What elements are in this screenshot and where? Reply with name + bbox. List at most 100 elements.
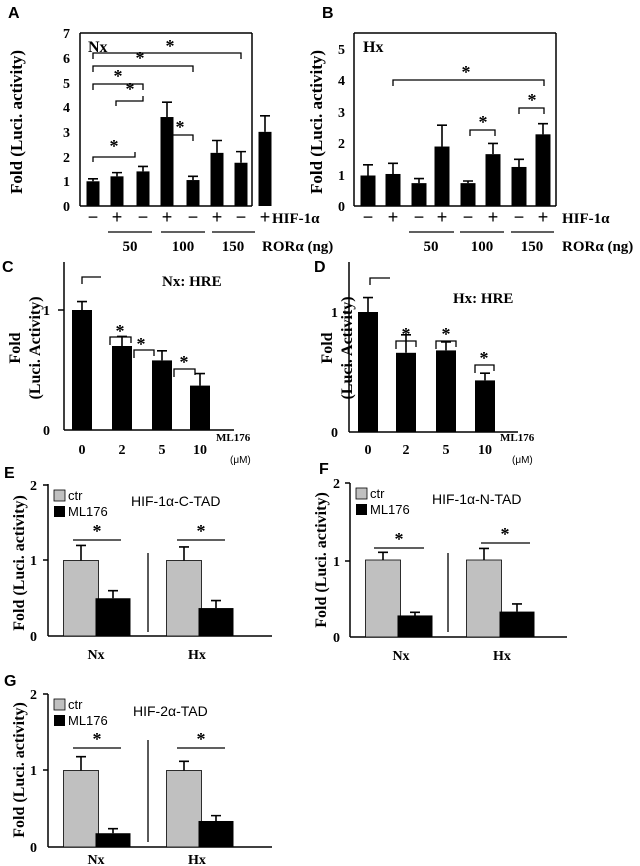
ytick-d-0: 0 — [331, 426, 338, 441]
panel-label-c: C — [2, 259, 14, 276]
bar-e-hx-ctr-error — [179, 546, 189, 561]
hif-sign-b-5: + — [488, 207, 499, 227]
bar-g-hx-ctr-error — [179, 760, 189, 771]
bar-b-0 — [360, 175, 376, 206]
panel-a: A Fold (Luci. activity) Nx 0 1 2 3 4 5 6… — [7, 5, 333, 255]
significance-a: * * * * * * — [92, 36, 242, 162]
sig-bracket-a-4 — [92, 65, 194, 72]
hif-sign-a-4: − — [188, 207, 199, 227]
ror-group-b-100: 100 — [471, 239, 494, 255]
xlabel-c: ML176 — [216, 432, 251, 444]
bar-b-2-error — [414, 177, 424, 184]
panel-label-d: D — [314, 259, 326, 276]
ytick-e-0: 0 — [30, 630, 37, 645]
legend-e: ctr ML176 — [53, 488, 108, 519]
bars-a — [86, 101, 272, 206]
ref-bracket-c — [81, 276, 101, 284]
legend-g: ctr ML176 — [53, 697, 108, 728]
xunit-d: (μM) — [512, 455, 533, 466]
xtick-c-3: 10 — [193, 443, 207, 458]
ytick-g-0: 0 — [30, 841, 37, 856]
ytick-a-7: 7 — [63, 27, 70, 42]
ylabel-f: Fold (Luci. activity) — [313, 492, 330, 628]
panel-label-g: G — [4, 673, 16, 690]
bars-g — [63, 755, 234, 848]
sig-star-b-3: * — [528, 90, 537, 110]
bar-e-nx-ctr — [63, 560, 99, 637]
ror-group-b-150: 150 — [521, 239, 544, 255]
xlabel-d: ML176 — [500, 432, 535, 444]
panel-label-a: A — [8, 5, 20, 22]
ytick-g-1: 1 — [30, 764, 37, 779]
ytick-a-5: 5 — [63, 77, 70, 92]
legend-swatch-g-ml176 — [54, 715, 65, 726]
legend-swatch-f-ml176 — [356, 504, 367, 515]
xticks-c: 0 2 5 10 — [79, 443, 208, 458]
ytick-a-6: 6 — [63, 52, 70, 67]
sig-star-a-1: * — [110, 136, 119, 156]
ytick-b-3: 3 — [338, 106, 345, 121]
bar-g-nx-ctr — [63, 770, 99, 848]
ror-group-b-50: 50 — [424, 239, 439, 255]
ylabel-d-line1: Fold — [319, 332, 336, 363]
ylabel-g: Fold (Luci. activity) — [11, 702, 28, 838]
bar-b-2 — [411, 183, 427, 206]
hif-sign-b-6: − — [514, 207, 525, 227]
hif-row-label-a: HIF-1α — [272, 211, 320, 227]
bar-b-4-error — [463, 180, 473, 184]
bar-d-3-error — [480, 372, 490, 381]
bar-e-nx-ml176-error — [108, 589, 118, 599]
ytick-f-2: 2 — [333, 477, 340, 492]
xtick-d-3: 10 — [478, 443, 492, 458]
ror-group-a-150: 150 — [222, 239, 245, 255]
bar-a-0 — [86, 181, 100, 206]
significance-b: * * * — [392, 62, 545, 136]
chart-title-a: Nx — [88, 39, 108, 56]
panel-d: D Fold (Luci. Activity) 0 1 Hx: HRE * * … — [314, 259, 535, 466]
bar-f-nx-ml176 — [397, 615, 433, 637]
sig-bracket-d-2 — [435, 340, 457, 349]
hif-sign-b-2: − — [414, 207, 425, 227]
significance-f: * * — [374, 524, 530, 549]
legend-label-g-ml176: ML176 — [68, 713, 108, 728]
bar-a-5 — [210, 152, 224, 206]
panel-g: G Fold (Luci. activity) 0 1 2 HIF-2α-TAD… — [4, 673, 272, 866]
ref-bracket-d — [369, 277, 390, 285]
xtick-f-hx: Hx — [493, 649, 511, 664]
chart-title-c: Nx: HRE — [162, 274, 222, 290]
panel-e: E Fold (Luci. activity) 0 1 2 HIF-1α-C-T… — [4, 465, 272, 663]
sig-bracket-b-3 — [518, 107, 545, 114]
legend-label-e-ctr: ctr — [68, 488, 83, 503]
ror-group-a-50: 50 — [123, 239, 138, 255]
bar-f-hx-ctr-error — [479, 547, 489, 560]
bar-a-3-error — [162, 101, 172, 118]
ytick-f-0: 0 — [333, 631, 340, 646]
bar-e-hx-ml176-error — [211, 599, 221, 609]
bar-a-2 — [136, 171, 150, 206]
bar-e-nx-ctr-error — [76, 544, 86, 561]
bar-a-4 — [186, 180, 200, 206]
sig-star-d-1: * — [402, 324, 411, 344]
bar-a-6 — [234, 162, 248, 206]
bar-b-1 — [385, 173, 401, 206]
ytick-e-1: 1 — [30, 554, 37, 569]
sig-bracket-b-1 — [392, 79, 545, 86]
yticks-b: 0 1 2 3 4 5 — [338, 43, 345, 215]
bar-b-3 — [434, 146, 450, 206]
sig-star-g-nx: * — [93, 729, 102, 749]
sig-bracket-d-1 — [395, 340, 417, 349]
ylabel-e: Fold (Luci. activity) — [11, 495, 28, 631]
sig-bracket-c-1 — [109, 336, 132, 345]
ytick-c-0: 0 — [43, 424, 50, 439]
bar-b-6 — [511, 166, 527, 206]
hif-row-b: − + − + − + − + HIF-1α — [363, 207, 610, 227]
bar-c-2-error — [157, 350, 167, 361]
bar-f-hx-ml176-error — [512, 603, 522, 612]
sig-star-f-nx: * — [395, 529, 404, 549]
ylabel-a: Fold (Luci. activity) — [7, 50, 26, 194]
bars-d — [358, 296, 495, 432]
hif-sign-a-2: − — [138, 207, 149, 227]
xtick-g-nx: Nx — [87, 853, 104, 866]
significance-e: * * — [73, 521, 225, 541]
ytick-b-0: 0 — [338, 200, 345, 215]
